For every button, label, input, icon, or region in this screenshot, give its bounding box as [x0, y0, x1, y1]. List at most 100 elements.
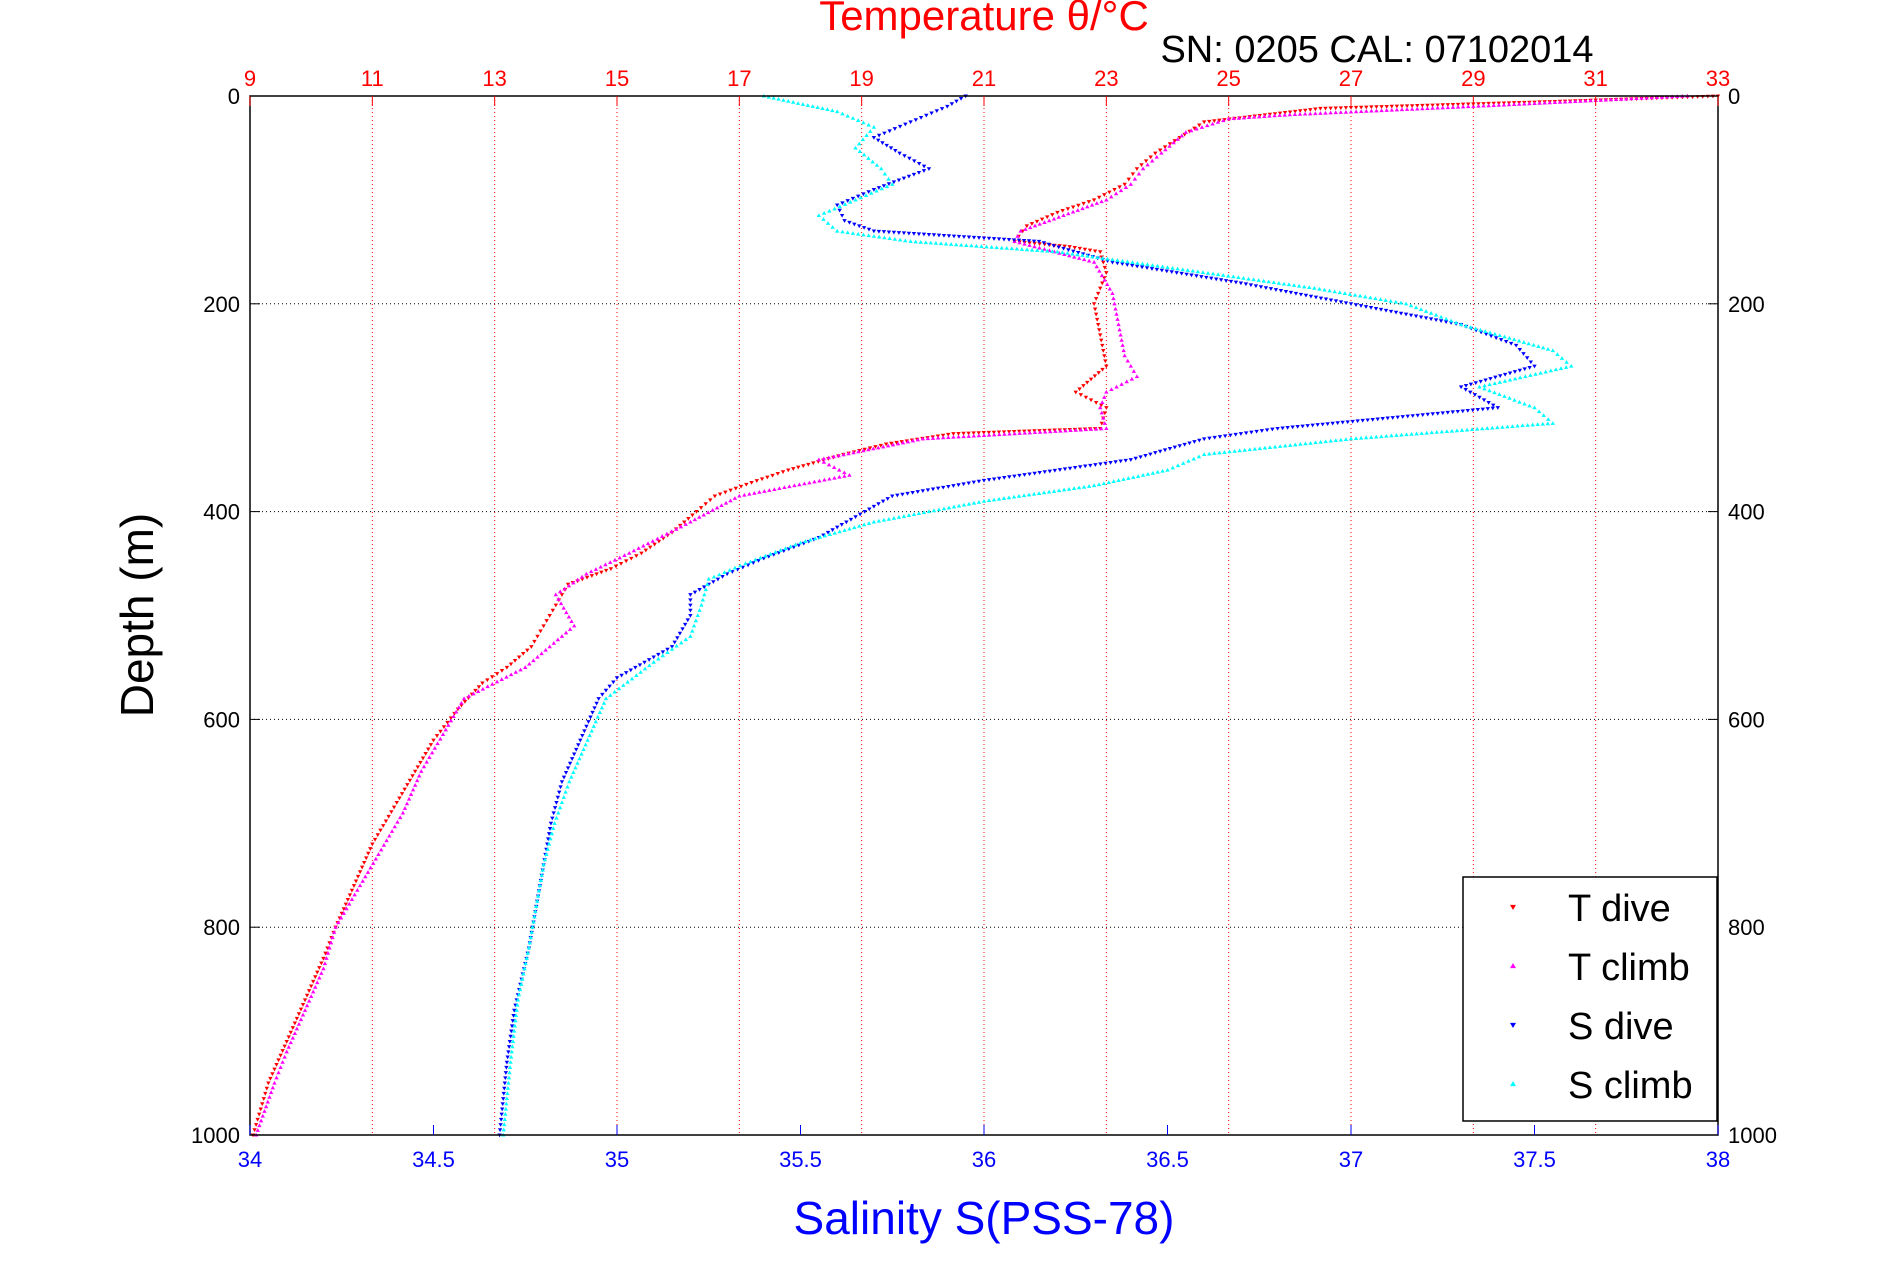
data-point — [1353, 303, 1359, 307]
data-point — [593, 719, 598, 724]
data-point — [1517, 399, 1522, 404]
data-point — [1483, 378, 1488, 383]
data-point — [1042, 429, 1048, 434]
data-point — [1027, 243, 1032, 247]
data-point — [1458, 385, 1464, 390]
legend-box — [1462, 876, 1718, 1122]
data-point — [443, 727, 448, 732]
data-point — [920, 436, 926, 441]
data-point — [1399, 432, 1404, 437]
data-point — [1270, 427, 1275, 432]
data-point — [523, 961, 528, 966]
data-point — [1482, 386, 1487, 391]
data-point — [1196, 454, 1202, 459]
data-point — [911, 512, 917, 516]
data-point — [1513, 343, 1519, 348]
data-point — [1379, 105, 1384, 109]
data-point — [1440, 103, 1445, 108]
data-point — [1099, 410, 1104, 415]
data-point — [261, 1097, 266, 1101]
data-point — [925, 488, 931, 493]
data-point — [971, 235, 977, 240]
data-point — [907, 156, 912, 161]
data-point — [1524, 356, 1530, 361]
data-point — [1205, 270, 1211, 275]
data-point — [1550, 348, 1556, 353]
data-point — [1532, 364, 1537, 369]
data-point — [381, 824, 386, 828]
data-point — [941, 485, 946, 490]
data-point — [1022, 473, 1027, 477]
data-point — [1363, 435, 1369, 440]
data-point — [1445, 410, 1450, 415]
data-point — [1506, 102, 1512, 107]
data-point — [584, 575, 590, 580]
data-point — [737, 493, 742, 498]
top-tick-label: 19 — [849, 66, 873, 91]
data-point — [1403, 312, 1409, 317]
data-point — [1323, 297, 1329, 302]
data-point — [1023, 227, 1028, 231]
data-point — [1252, 446, 1258, 451]
data-point — [268, 1090, 274, 1095]
data-point — [1256, 278, 1261, 282]
data-point — [1379, 434, 1384, 439]
data-point — [861, 152, 867, 157]
data-point — [1464, 427, 1470, 432]
data-point — [1512, 376, 1518, 381]
data-point — [562, 586, 567, 591]
data-point — [1145, 162, 1150, 167]
data-point — [1413, 314, 1419, 319]
data-point — [936, 233, 942, 238]
data-point — [881, 230, 887, 234]
data-point — [1340, 420, 1345, 425]
data-point — [1056, 488, 1062, 493]
data-point — [861, 120, 866, 125]
data-point — [840, 111, 845, 116]
data-point — [1123, 458, 1128, 463]
data-point — [1536, 344, 1541, 348]
data-point — [1102, 354, 1107, 358]
data-point — [1398, 300, 1404, 305]
data-point — [891, 516, 897, 520]
data-point — [1102, 395, 1107, 399]
data-point — [879, 186, 884, 191]
series-s-dive — [497, 94, 1537, 1138]
data-point — [625, 679, 630, 684]
data-point — [1290, 425, 1295, 430]
data-point — [1055, 210, 1060, 215]
data-point — [1102, 411, 1108, 416]
data-point — [1157, 449, 1163, 454]
data-point — [1199, 125, 1205, 129]
data-point — [459, 700, 464, 705]
data-point — [1115, 258, 1120, 262]
data-point — [1466, 104, 1471, 109]
data-point — [767, 488, 772, 492]
data-point — [1082, 247, 1088, 252]
legend-marker — [1510, 1022, 1516, 1028]
data-point — [915, 490, 920, 494]
data-point — [1500, 424, 1505, 429]
data-point — [1113, 191, 1119, 196]
data-point — [837, 204, 843, 209]
data-point — [806, 462, 811, 467]
data-point — [1072, 465, 1078, 470]
data-point — [895, 441, 901, 446]
data-point — [302, 998, 308, 1003]
data-point — [1541, 413, 1546, 418]
data-point — [961, 502, 967, 507]
data-point — [1373, 306, 1379, 311]
data-point — [319, 971, 324, 975]
data-point — [964, 243, 969, 247]
data-point — [1343, 109, 1349, 114]
data-point — [1383, 298, 1388, 302]
series-s-climb — [501, 93, 1574, 1137]
data-point — [1433, 318, 1439, 323]
data-point — [1012, 474, 1017, 479]
data-point — [508, 1034, 513, 1039]
data-point — [1537, 100, 1542, 105]
data-point — [1266, 279, 1271, 284]
data-point — [1505, 424, 1510, 429]
data-point — [1077, 246, 1083, 251]
data-point — [1477, 384, 1482, 389]
